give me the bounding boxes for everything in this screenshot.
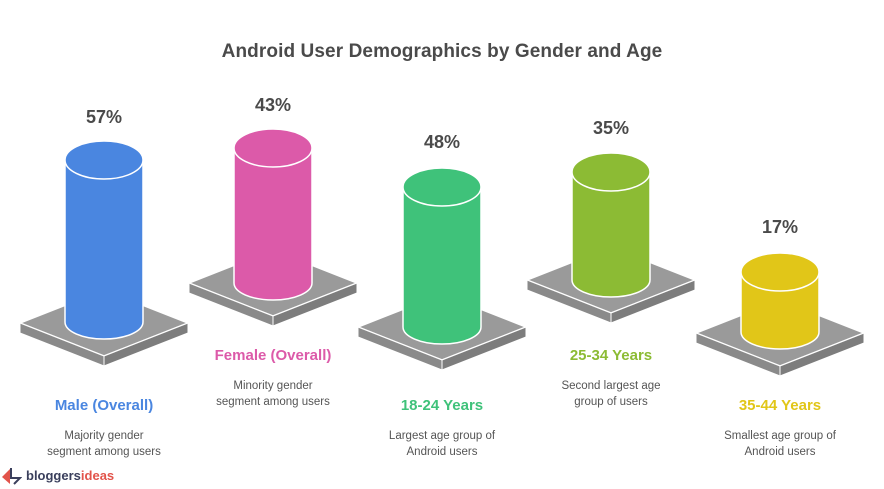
- description-25-34: Second largest age group of users: [526, 378, 696, 410]
- category-label-25-34: 25-34 Years: [569, 347, 653, 364]
- chart-title: Android User Demographics by Gender and …: [221, 41, 663, 62]
- bar-female: [186, 128, 360, 327]
- bar-male: [17, 140, 191, 367]
- value-label-35-44: 17%: [761, 217, 799, 237]
- description-line: Majority gender: [64, 430, 144, 442]
- bar-35-44: [693, 252, 867, 377]
- logo-text-ideas: ideas: [80, 468, 115, 483]
- description-line: Second largest age: [561, 380, 661, 392]
- description-line: Android users: [744, 446, 816, 458]
- value-label-male: 57%: [85, 107, 123, 127]
- description-line: group of users: [574, 396, 648, 408]
- description-18-24: Largest age group of Android users: [357, 428, 527, 460]
- description-line: Smallest age group of: [724, 430, 836, 442]
- logo-mark-icon: [2, 468, 22, 485]
- description-male: Majority gender segment among users: [19, 428, 189, 460]
- bar-25-34: [524, 152, 698, 324]
- description-line: Minority gender: [233, 380, 313, 392]
- category-label-35-44: 35-44 Years: [738, 397, 822, 414]
- category-label-female: Female (Overall): [214, 347, 332, 364]
- bloggersideas-logo: bloggersideas: [2, 467, 114, 485]
- description-female: Minority gender segment among users: [188, 378, 358, 410]
- bar-18-24: [355, 167, 529, 371]
- category-label-male: Male (Overall): [54, 397, 154, 414]
- category-label-18-24: 18-24 Years: [400, 397, 484, 414]
- value-label-female: 43%: [254, 95, 292, 115]
- value-label-25-34: 35%: [592, 118, 630, 138]
- description-line: segment among users: [216, 396, 330, 408]
- logo-text-bloggers: bloggers: [26, 468, 81, 483]
- value-label-18-24: 48%: [423, 132, 461, 152]
- description-line: segment among users: [47, 446, 161, 458]
- description-line: Android users: [406, 446, 478, 458]
- description-line: Largest age group of: [388, 430, 496, 442]
- description-35-44: Smallest age group of Android users: [695, 428, 865, 460]
